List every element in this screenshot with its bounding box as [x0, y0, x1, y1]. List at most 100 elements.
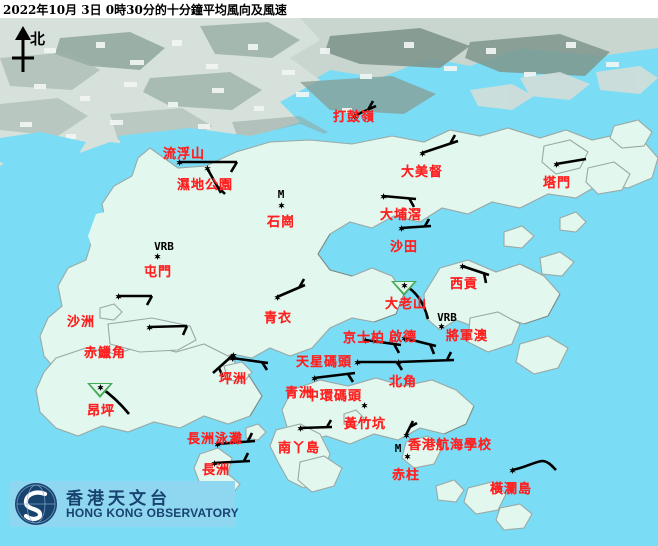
station-marker-icon	[230, 352, 237, 359]
station-marker-icon	[115, 293, 122, 300]
station-marker-icon	[274, 294, 281, 301]
wind-barb	[313, 371, 356, 383]
station-flag-vrb: VRB	[154, 240, 174, 253]
station-name: 香港航海學校	[407, 438, 493, 453]
station-marker-icon	[398, 225, 405, 232]
wind-barb	[231, 356, 269, 371]
wind-barb	[555, 157, 587, 166]
station-marker-icon	[459, 263, 466, 270]
station-name: 赤柱	[391, 468, 421, 483]
hko-logo-english: HONG KONG OBSERVATORY	[66, 506, 239, 520]
station-name: 北角	[388, 375, 418, 390]
wind-barb	[421, 134, 459, 155]
station-flag-vrb: VRB	[437, 311, 457, 324]
station-marker-icon	[351, 113, 358, 120]
station-name: 大美督	[400, 165, 444, 180]
wind-barb	[212, 354, 234, 378]
station-name: 西貢	[449, 277, 479, 292]
page-title: 2022年10月 3日 0時30分的十分鐘平均風向及風速	[3, 3, 287, 17]
station-name: 長洲	[201, 463, 231, 478]
station-name: 橫瀾島	[489, 482, 533, 497]
station-marker-icon	[404, 453, 411, 460]
station-name: 坪洲	[218, 372, 248, 387]
station-flag-m: M	[277, 188, 285, 201]
station-marker-icon	[509, 467, 516, 474]
station-name: 大埔滘	[379, 208, 423, 223]
wind-barb-layer	[99, 100, 587, 472]
station-name: 中環碼頭	[305, 389, 363, 404]
wind-barb	[511, 459, 557, 472]
station-name: 塔門	[542, 176, 572, 191]
station-marker-icon	[146, 324, 153, 331]
wind-barb	[461, 264, 490, 284]
hko-logo-chinese: 香港天文台	[66, 489, 171, 509]
station-name: 濕地公園	[176, 178, 234, 193]
wind-barb	[404, 420, 418, 436]
wind-barb	[400, 218, 432, 230]
station-marker-icon	[362, 337, 369, 344]
title-bar: 2022年10月 3日 0時30分的十分鐘平均風向及風速	[0, 0, 658, 18]
station-name: 青洲	[284, 386, 314, 401]
hk-landmass	[35, 119, 658, 531]
station-flag-m: M	[394, 442, 402, 455]
map-canvas[interactable]: 打鼓嶺 流浮山 濕地公園 石崗 M 屯門 VRB 大美督 塔門 大埔滘 沙田 西貢 將軍澳 VRB 大老山青…	[0, 18, 658, 546]
station-marker-icon	[354, 359, 361, 366]
station-name: 石崗	[266, 215, 296, 230]
station-marker-icon	[211, 460, 218, 467]
coastline-detail	[247, 233, 561, 435]
wind-barb	[148, 324, 189, 336]
wind-barb	[179, 160, 239, 173]
station-name: 昂坪	[86, 404, 116, 419]
station-marker-icon	[419, 150, 426, 157]
mainland-satellite-layer	[0, 18, 658, 170]
station-name: 沙洲	[66, 315, 96, 330]
station-name: 赤鱲角	[83, 346, 127, 361]
station-marker-icon	[395, 359, 402, 366]
station-marker-icon	[403, 432, 410, 439]
station-marker-icon	[97, 384, 104, 391]
north-arrow: 北	[6, 26, 66, 74]
hko-swirl-icon	[16, 484, 56, 524]
station-marker-icon	[311, 375, 318, 382]
station-name: 大老山	[384, 297, 428, 312]
station-name: 南丫島	[277, 441, 321, 456]
station-marker-icon	[154, 253, 161, 260]
station-marker-icon	[361, 402, 368, 409]
wind-barb	[403, 336, 437, 355]
station-marker-icon	[297, 425, 304, 432]
wind-barb	[118, 294, 154, 306]
wind-barb	[397, 351, 455, 364]
wind-barb	[276, 278, 306, 299]
hko-logo: 香港天文台 HONG KONG OBSERVATORY	[10, 481, 239, 527]
station-marker-icon	[214, 441, 221, 448]
station-name: 長洲泳灘	[186, 432, 244, 447]
wind-barb	[382, 194, 417, 208]
north-arrow-icon	[12, 26, 34, 72]
wind-barb	[299, 419, 333, 430]
station-name: 天星碼頭	[295, 355, 353, 370]
wind-barb	[364, 338, 402, 354]
wind-barb	[353, 100, 377, 118]
station-marker-icon	[380, 193, 387, 200]
station-marker-icon	[401, 335, 408, 342]
station-marker-icon	[401, 282, 408, 289]
station-name: 流浮山	[162, 147, 206, 162]
station-name: 青衣	[263, 311, 293, 326]
station-name: 啟德	[388, 330, 418, 345]
wind-barb	[213, 452, 251, 465]
station-marker-icon	[438, 323, 445, 330]
station-name: 沙田	[389, 240, 419, 255]
station-name: 京士柏	[342, 331, 386, 346]
station-marker-icon	[278, 202, 285, 209]
map-geometry	[0, 18, 658, 546]
station-name: 黃竹坑	[343, 417, 387, 432]
station-marker-icon	[176, 159, 183, 166]
wind-barb	[205, 167, 226, 195]
hko-logo-mark	[15, 483, 57, 525]
north-label: 北	[30, 30, 46, 48]
station-marker-icon	[229, 355, 236, 362]
station-name: 屯門	[143, 265, 173, 280]
station-marker-icon	[204, 165, 211, 172]
wind-barb	[216, 432, 256, 446]
station-name: 將軍澳	[445, 329, 489, 344]
